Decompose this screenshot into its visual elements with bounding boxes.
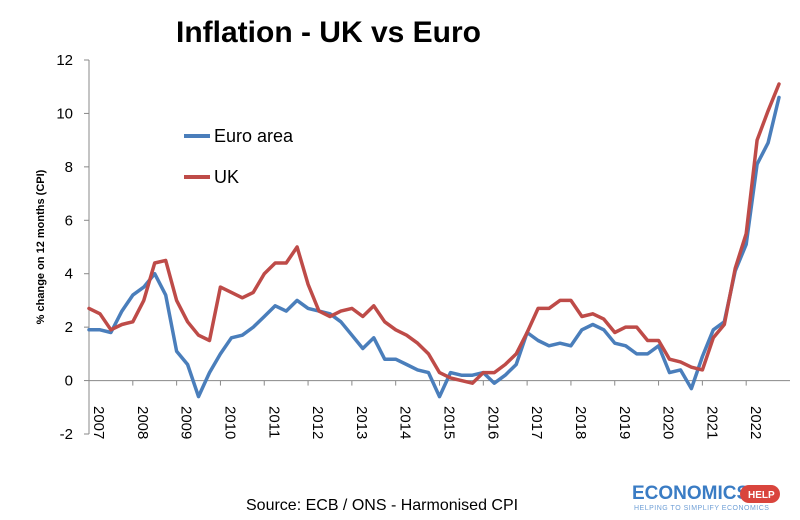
series-line-uk [87,82,781,385]
y-tick-label: 2 [65,319,73,336]
logo-badge-text: HELP [748,490,775,501]
source-note: Source: ECB / ONS - Harmonised CPI [246,497,518,514]
series-lines [87,82,781,399]
x-axis: 2007 2008 2009 2010 2011 2012 2013 2014 2015 2016… [88,380,764,439]
logo-help-badge [740,485,780,503]
economics-help-logo: ECONOMICS HELP HELPING TO SIMPLIFY ECONO… [632,483,780,512]
y-tick-label: 4 [65,266,73,283]
logo-wordmark: ECONOMICS [632,483,749,504]
x-tick-label: 2007 [90,406,107,439]
x-tick-label: 2009 [178,406,195,439]
y-tick-label: 8 [65,159,73,176]
x-tick-label: 2016 [484,406,501,439]
legend: Euro area UK [184,126,294,187]
x-tick-label: 2011 [265,406,282,438]
y-tick-label: -2 [60,426,73,443]
x-tick-label: 2019 [616,406,633,439]
y-axis-label: % change on 12 months (CPI) [35,169,47,324]
x-tick-label: 2015 [441,406,458,439]
x-tick-label: 2012 [309,406,326,439]
x-tick-label: 2017 [528,406,545,439]
legend-label-euro-area: Euro area [214,126,294,146]
y-tick-label: 12 [56,52,73,69]
y-tick-label: 6 [65,212,73,229]
x-tick-label: 2010 [221,406,238,439]
chart-title: Inflation - UK vs Euro [176,16,481,49]
series-line-euro-area [87,95,781,399]
x-tick-label: 2022 [747,406,764,439]
legend-label-uk: UK [214,167,239,187]
x-tick-label: 2020 [660,406,677,439]
x-tick-label: 2021 [703,406,720,439]
x-tick-label: 2013 [353,406,370,439]
y-tick-label: 10 [56,105,73,122]
logo-tagline: HELPING TO SIMPLIFY ECONOMICS [634,505,769,512]
y-tick-label: 0 [65,373,73,390]
x-tick-label: 2014 [397,406,414,439]
x-tick-label: 2008 [134,406,151,439]
x-tick-label: 2018 [572,406,589,439]
y-axis: -2 0 2 4 6 8 10 12 [56,52,89,443]
